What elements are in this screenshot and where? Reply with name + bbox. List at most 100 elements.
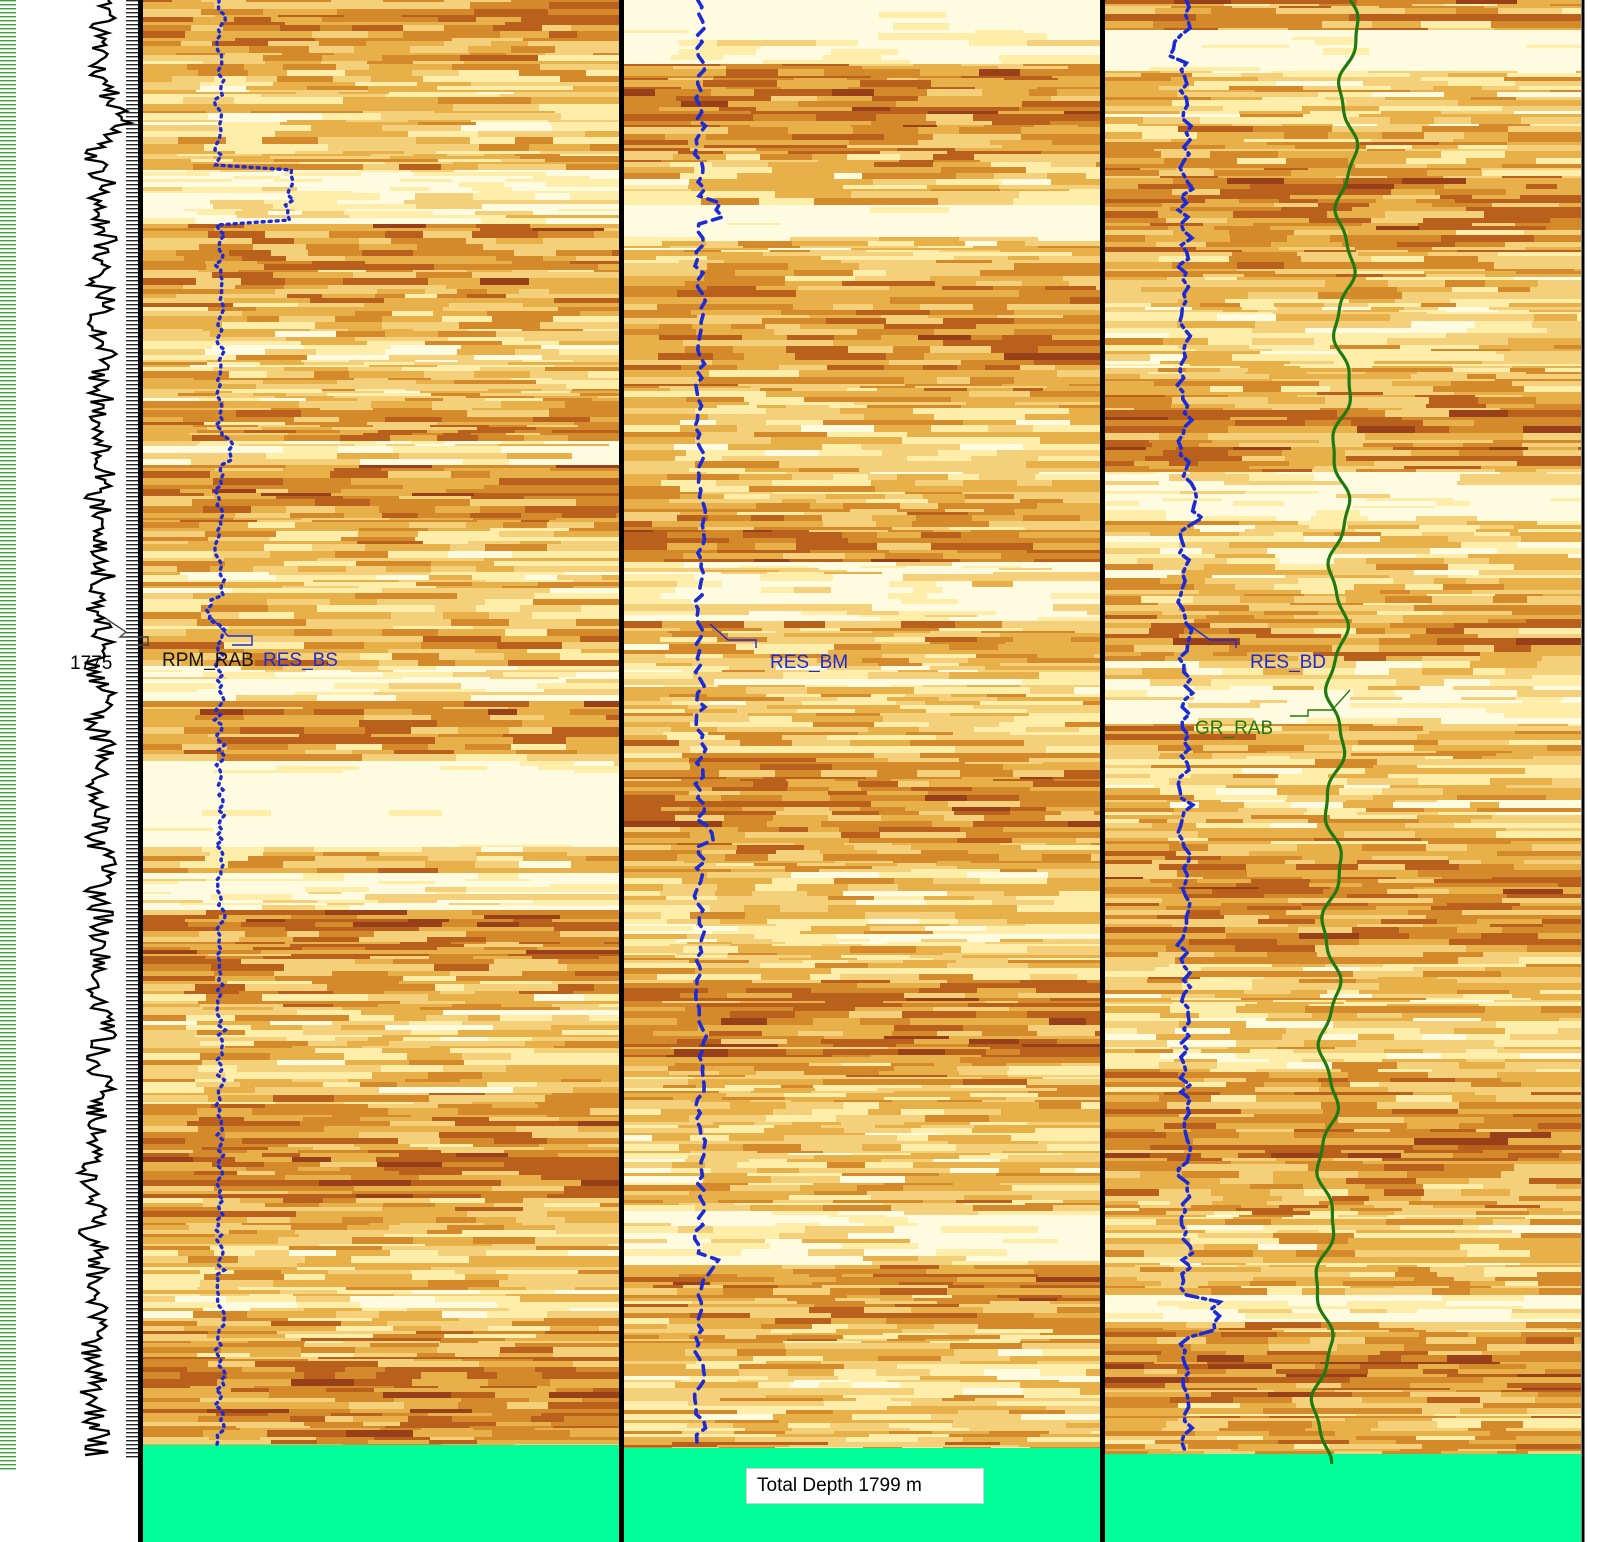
image-pixel-band xyxy=(359,528,428,531)
image-pixel-band xyxy=(476,1357,547,1359)
image-pixel-band xyxy=(473,1331,545,1334)
image-pixel-band xyxy=(565,1217,619,1223)
image-pixel-band xyxy=(499,380,536,384)
image-pixel-band xyxy=(1015,512,1068,515)
image-pixel-band xyxy=(428,777,498,781)
image-pixel-band xyxy=(274,971,332,976)
image-pixel-band xyxy=(203,1308,250,1311)
image-pixel-band xyxy=(659,335,698,340)
image-pixel-band xyxy=(229,371,267,378)
image-pixel-band xyxy=(493,788,563,794)
image-pixel-band xyxy=(789,559,843,562)
image-pixel-band xyxy=(540,1157,584,1162)
image-pixel-band xyxy=(412,1379,488,1386)
image-pixel-band xyxy=(307,715,364,720)
image-pixel-band xyxy=(303,873,344,879)
image-pixel-band xyxy=(338,773,378,777)
image-pixel-band xyxy=(819,216,869,218)
image-pixel-band xyxy=(914,934,992,939)
image-pixel-band xyxy=(143,1060,202,1065)
image-pixel-band xyxy=(268,881,322,884)
image-pixel-band xyxy=(609,444,619,446)
image-pixel-band xyxy=(1051,179,1100,185)
image-pixel-band xyxy=(552,378,619,380)
image-pixel-band xyxy=(260,362,304,365)
image-pixel-band xyxy=(782,499,816,503)
image-pixel-band xyxy=(728,96,771,101)
image-pixel-band xyxy=(910,1018,960,1025)
image-pixel-band xyxy=(485,1093,552,1095)
image-pixel-band xyxy=(921,939,967,942)
image-pixel-band xyxy=(1002,384,1069,386)
image-pixel-band xyxy=(460,55,538,61)
image-pixel-band xyxy=(993,468,1100,472)
image-pixel-band xyxy=(191,159,233,162)
image-pixel-band xyxy=(220,389,272,391)
image-pixel-band xyxy=(412,493,474,496)
image-pixel-band xyxy=(570,709,619,715)
image-pixel-band xyxy=(456,15,521,17)
image-pixel-band xyxy=(624,216,663,218)
image-pixel-band xyxy=(841,955,878,958)
image-pixel-band xyxy=(1000,1144,1047,1151)
image-pixel-band xyxy=(481,847,523,852)
image-pixel-band xyxy=(966,832,1026,838)
image-pixel-band xyxy=(143,307,208,311)
image-pixel-band xyxy=(978,205,1008,207)
image-pixel-band xyxy=(379,660,418,666)
image-pixel-band xyxy=(774,329,857,335)
image-pixel-band xyxy=(590,417,619,422)
image-pixel-band xyxy=(549,520,619,522)
image-pixel-band xyxy=(537,1082,619,1087)
image-pixel-band xyxy=(530,879,619,881)
image-pixel-band xyxy=(481,1194,547,1198)
image-pixel-band xyxy=(883,716,950,722)
image-pixel-band xyxy=(658,353,713,360)
image-pixel-band xyxy=(888,593,927,599)
image-pixel-band xyxy=(440,991,475,994)
image-pixel-band xyxy=(210,566,253,572)
image-pixel-band xyxy=(251,1402,298,1409)
image-pixel-band xyxy=(893,346,930,353)
image-pixel-band xyxy=(336,131,408,137)
image-pixel-band xyxy=(793,1007,855,1011)
image-pixel-band xyxy=(388,1108,458,1115)
image-pixel-band xyxy=(1022,101,1100,107)
image-pixel-band xyxy=(504,1162,570,1167)
image-pixel-band xyxy=(299,588,382,593)
image-pixel-band xyxy=(747,121,810,125)
image-pixel-band xyxy=(322,55,382,61)
image-pixel-band xyxy=(1020,980,1087,983)
image-pixel-band xyxy=(1022,679,1100,685)
image-pixel-band xyxy=(143,355,236,360)
image-pixel-band xyxy=(844,252,913,256)
image-pixel-band xyxy=(546,182,619,187)
image-pixel-band xyxy=(444,1087,513,1093)
image-pixel-band xyxy=(143,1338,210,1341)
image-pixel-band xyxy=(529,701,584,707)
image-pixel-band xyxy=(624,46,698,49)
image-pixel-band xyxy=(624,869,683,872)
image-pixel-band xyxy=(540,151,577,154)
image-pixel-band xyxy=(659,324,692,329)
image-pixel-band xyxy=(723,654,770,658)
image-pixel-band xyxy=(467,410,549,417)
image-pixel-band xyxy=(765,450,819,456)
image-pixel-band xyxy=(240,727,304,734)
image-pixel-band xyxy=(232,179,274,182)
image-pixel-band xyxy=(143,1398,200,1402)
image-pixel-band xyxy=(777,80,860,87)
image-pixel-band xyxy=(246,86,307,90)
image-pixel-band xyxy=(1077,340,1100,346)
image-pixel-band xyxy=(472,1102,535,1104)
image-pixel-band xyxy=(444,156,520,159)
image-pixel-band xyxy=(368,1440,429,1444)
image-pixel-band xyxy=(271,1321,341,1326)
image-pixel-band xyxy=(1014,494,1100,499)
image-pixel-band xyxy=(143,444,197,446)
image-pixel-band xyxy=(235,942,285,944)
image-pixel-band xyxy=(934,213,1000,216)
image-pixel-band xyxy=(351,1175,419,1180)
image-pixel-band xyxy=(713,33,788,40)
image-pixel-band xyxy=(774,1155,814,1159)
